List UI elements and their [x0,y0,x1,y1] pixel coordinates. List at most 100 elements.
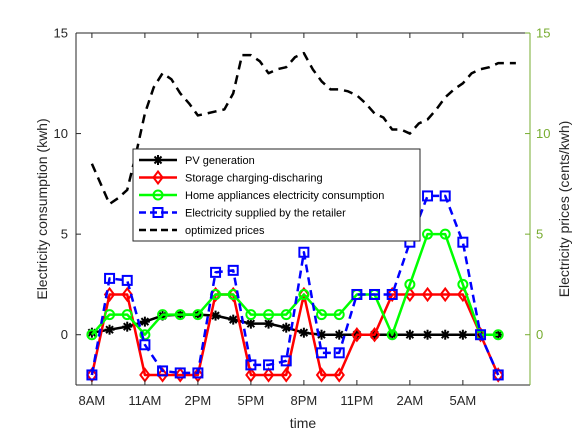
data-point-pv [210,310,221,321]
data-point-retailer [492,369,504,381]
data-point-storage [439,286,451,303]
star-stroke [299,328,309,337]
legend-label-storage: Storage charging-discharing [185,173,323,185]
star-stroke [229,315,238,324]
y-tick-label-right: 5 [536,227,543,242]
y-axis-label-right: Electricity prices (cents/kwh) [556,121,572,298]
data-point-pv [404,329,415,340]
star-stroke [246,319,256,328]
data-point-retailer [333,347,345,359]
star-stroke [335,330,344,339]
data-point-pv [245,318,256,329]
data-point-storage [368,327,381,343]
data-point-storage [280,367,292,383]
y-tick-label-left: 10 [54,126,68,141]
data-point-home [86,329,98,341]
y-tick-label-right: 15 [536,26,550,41]
data-point-retailer [227,264,239,276]
legend-marker-storage [152,169,164,186]
data-point-storage [474,327,487,343]
star-stroke [440,330,450,339]
data-point-home [139,329,151,341]
data-point-storage [386,286,398,303]
x-tick-label: 2AM [397,393,424,408]
data-point-retailer [157,365,169,377]
data-point-storage [421,286,434,303]
data-point-pv [281,322,292,333]
data-point-retailer [457,236,469,248]
data-point-pv [139,316,150,327]
series-prices [90,51,516,206]
legend-label-retailer: Electricity supplied by the retailer [185,208,346,220]
axes-layer: 8AM 11AM 2PM 5PM 8PM 11PM 2AM 5AM 0 5 10 15 0 5 10 15 [54,26,551,409]
series-layer [86,51,516,383]
y-tick-label-left: 5 [61,227,68,242]
y-axis-label-left: Electricity consumption (kwh) [34,118,50,299]
data-point-storage [492,367,504,383]
legend-marker-home [152,189,164,201]
x-tick-label: 11AM [128,393,161,408]
data-point-retailer [298,246,310,258]
series-line-prices [90,51,516,206]
data-point-home [422,228,434,240]
star-stroke [140,317,150,326]
x-tick-label: 11PM [340,393,373,408]
data-point-pv [104,324,115,335]
data-point-retailer [139,339,151,351]
data-point-retailer [104,272,116,284]
star-stroke [211,311,220,320]
data-point-home [333,309,345,321]
data-point-home [104,309,116,321]
x-tick-label: 8AM [79,393,106,408]
data-point-home [192,309,204,321]
y-tick-label-right: 0 [536,327,543,342]
data-point-home [298,288,310,300]
data-point-retailer [86,369,98,381]
series-retailer [86,190,504,381]
data-point-home [245,309,257,321]
data-point-home [174,309,186,321]
y-tick-label-right: 10 [536,126,550,141]
y-tick-label-left: 15 [54,26,68,41]
data-point-storage [351,327,363,343]
star-stroke [153,155,163,165]
x-tick-label: 2PM [185,393,212,408]
star-stroke [317,330,326,339]
data-point-retailer [475,329,487,341]
legend-label-home: Home appliances electricity consumption [185,190,384,202]
data-point-home [492,329,504,341]
data-point-retailer [351,288,363,300]
y-tick-label-left: 0 [61,327,68,342]
data-point-storage [156,367,169,383]
data-point-storage [262,367,275,383]
data-point-retailer [245,359,257,371]
data-point-retailer [422,190,434,202]
data-point-retailer [263,359,275,371]
data-point-retailer [210,266,222,278]
star-stroke [423,330,432,339]
data-point-home [263,309,275,321]
star-stroke [405,330,415,339]
data-point-pv [457,329,468,340]
legend: PV generation Storage charging-discharing… [132,148,421,242]
data-point-storage [298,286,310,303]
star-stroke [105,325,114,334]
x-tick-label: 5PM [238,393,265,408]
data-point-pv [334,329,345,340]
legend-marker-retailer [152,207,164,218]
data-point-pv [122,321,133,332]
star-stroke [458,330,468,339]
data-point-home [157,309,169,321]
data-point-home [121,309,133,321]
data-point-storage [333,367,345,383]
data-point-home [457,278,469,290]
data-point-pv [440,329,451,340]
data-point-home [404,278,416,290]
data-point-home [316,309,328,321]
data-point-retailer [386,288,398,300]
data-point-retailer [121,274,133,286]
data-point-retailer [174,367,186,379]
star-stroke [123,322,132,331]
